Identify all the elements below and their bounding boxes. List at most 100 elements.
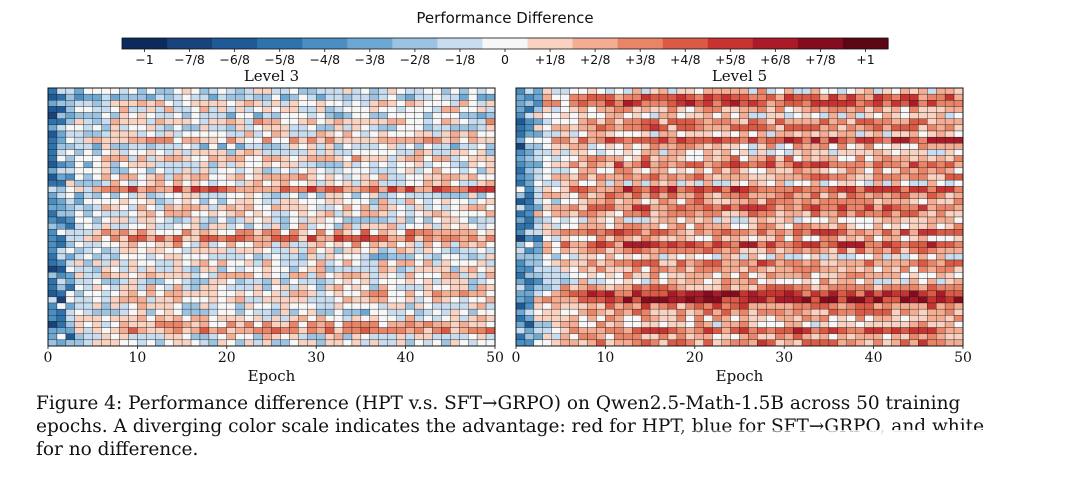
heatmap-cell	[110, 278, 120, 285]
heatmap-cell	[74, 302, 84, 310]
heatmap-cell	[792, 198, 803, 205]
heatmap-cell	[685, 155, 695, 162]
heatmap-cell	[271, 173, 281, 181]
heatmap-cell	[909, 302, 919, 310]
heatmap-cell	[459, 198, 469, 205]
heatmap-cell	[92, 315, 102, 322]
heatmap-cell	[900, 321, 910, 328]
heatmap-cell	[217, 308, 227, 316]
heatmap-cell	[244, 321, 254, 328]
heatmap-cell	[307, 315, 317, 322]
heatmap-cell	[146, 124, 156, 132]
heatmap-cell	[253, 339, 263, 347]
heatmap-cell	[432, 179, 442, 187]
heatmap-cell	[953, 167, 964, 175]
heatmap-cell	[155, 124, 165, 132]
heatmap-cell	[623, 235, 633, 242]
heatmap-cell	[551, 284, 561, 291]
heatmap-cell	[235, 259, 245, 267]
heatmap-cell	[47, 143, 58, 150]
heatmap-cell	[837, 167, 847, 175]
heatmap-cell	[271, 112, 281, 119]
heatmap-cell	[74, 222, 84, 230]
heatmap-cell	[891, 216, 901, 224]
heatmap-cell	[307, 235, 317, 242]
heatmap-cell	[927, 173, 937, 181]
heatmap-cell	[378, 106, 388, 113]
heatmap-cell	[578, 192, 588, 199]
heatmap-cell	[775, 272, 785, 279]
heatmap-cell	[253, 278, 263, 285]
heatmap-cell	[119, 302, 129, 310]
heatmap-cell	[739, 130, 749, 138]
heatmap-cell	[280, 143, 290, 150]
heatmap-cell	[387, 167, 397, 175]
heatmap-cell	[667, 186, 678, 193]
heatmap-cell	[828, 265, 839, 273]
heatmap-cell	[587, 130, 597, 138]
heatmap-cell	[351, 198, 362, 205]
heatmap-cell	[524, 315, 535, 322]
heatmap-cell	[632, 247, 642, 255]
heatmap-cell	[181, 198, 192, 205]
heatmap-cell	[459, 253, 469, 261]
heatmap-cell	[110, 235, 120, 242]
heatmap-cell	[533, 302, 543, 310]
heatmap-cell	[369, 149, 379, 156]
heatmap-cell	[289, 155, 299, 162]
heatmap-cell	[101, 284, 111, 291]
heatmap-cell	[623, 272, 633, 279]
heatmap-cell	[873, 155, 883, 162]
heatmap-cell	[414, 143, 424, 150]
heatmap-cell	[423, 302, 433, 310]
heatmap-cell	[459, 315, 469, 322]
heatmap-cell	[476, 155, 487, 162]
heatmap-cell	[74, 339, 84, 347]
heatmap-cell	[271, 296, 281, 304]
heatmap-cell	[828, 198, 839, 205]
heatmap-cell	[810, 118, 821, 126]
heatmap-cell	[605, 136, 615, 144]
heatmap-cell	[640, 235, 651, 242]
heatmap-cell	[757, 321, 767, 328]
heatmap-cell	[262, 284, 272, 291]
heatmap-cell	[775, 253, 785, 261]
heatmap-cell	[56, 333, 67, 341]
heatmap-cell	[837, 186, 847, 193]
heatmap-cell	[632, 204, 642, 212]
heatmap-cell	[801, 204, 812, 212]
heatmap-cell	[485, 100, 496, 107]
heatmap-cell	[569, 100, 579, 107]
heatmap-cell	[569, 87, 579, 95]
heatmap-cell	[369, 315, 379, 322]
heatmap-cell	[199, 265, 210, 273]
heatmap-cell	[551, 136, 561, 144]
heatmap-cell	[560, 339, 570, 347]
heatmap-cell	[649, 198, 660, 205]
heatmap-cell	[137, 308, 147, 316]
heatmap-cell	[524, 143, 535, 150]
heatmap-cell	[351, 173, 362, 181]
heatmap-cell	[369, 302, 379, 310]
heatmap-cell	[614, 296, 624, 304]
heatmap-cell	[316, 272, 326, 279]
heatmap-cell	[891, 315, 901, 322]
heatmap-cell	[614, 124, 624, 132]
heatmap-cell	[587, 179, 597, 187]
colorbar-swatch	[842, 38, 889, 49]
heatmap-cell	[900, 118, 910, 126]
heatmap-cell	[280, 284, 290, 291]
heatmap-cell	[649, 167, 660, 175]
heatmap-cell	[414, 284, 424, 291]
heatmap-cell	[810, 235, 821, 242]
heatmap-cell	[953, 155, 964, 162]
heatmap-cell	[730, 87, 740, 95]
heatmap-cell	[515, 124, 526, 132]
heatmap-cell	[891, 106, 901, 113]
heatmap-cell	[667, 290, 678, 298]
heatmap-cell	[137, 161, 147, 169]
heatmap-cell	[703, 161, 713, 169]
heatmap-cell	[667, 229, 678, 236]
heatmap-cell	[596, 210, 606, 218]
